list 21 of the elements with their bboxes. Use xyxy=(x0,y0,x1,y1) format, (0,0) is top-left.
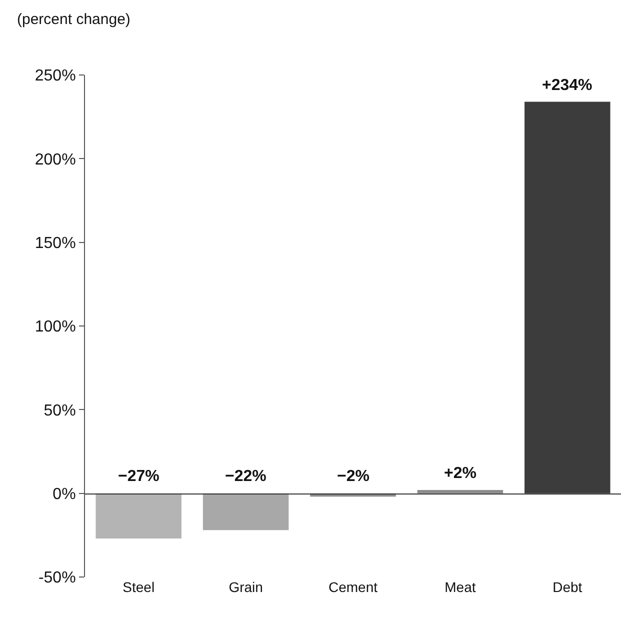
y-tick-label: 150% xyxy=(34,234,76,252)
x-tick-label: Grain xyxy=(228,579,263,595)
bar xyxy=(202,493,289,530)
y-tick-label: 0% xyxy=(52,486,76,503)
y-tick-label: -50% xyxy=(38,570,76,587)
data-label: −27% xyxy=(118,468,160,485)
data-label: +2% xyxy=(444,465,476,482)
x-tick-label: Debt xyxy=(552,579,582,595)
y-axis-title: (percent change) xyxy=(17,11,130,28)
bar xyxy=(96,493,182,539)
data-label: −22% xyxy=(225,468,266,485)
x-tick-label: Meat xyxy=(444,579,476,595)
bar xyxy=(417,490,504,494)
x-tick-label: Steel xyxy=(122,579,155,595)
y-tick-label: 50% xyxy=(44,402,76,420)
data-label: −2% xyxy=(337,468,370,485)
y-tick-label: 250% xyxy=(34,68,76,85)
y-tick-label: 200% xyxy=(34,151,76,168)
x-tick-label: Cement xyxy=(328,579,378,595)
data-label: +234% xyxy=(542,77,592,94)
y-tick-label: 100% xyxy=(34,318,76,336)
